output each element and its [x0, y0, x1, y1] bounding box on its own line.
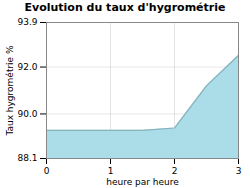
svg-text:3: 3: [236, 166, 242, 176]
html-text:Evolution du taux d'hygrométri: Evolution du taux d'hygrométrie: [24, 1, 226, 14]
svg-text:Taux hygrométrie %: Taux hygrométrie %: [5, 45, 15, 137]
svg-text:92.0: 92.0: [17, 62, 37, 72]
svg-text:2: 2: [172, 166, 178, 176]
svg-text:88.1: 88.1: [17, 153, 37, 163]
svg-text:1: 1: [108, 166, 114, 176]
svg-text:93.9: 93.9: [17, 17, 37, 27]
svg-text:90.0: 90.0: [17, 109, 37, 119]
svg-text:heure par heure: heure par heure: [106, 177, 179, 187]
svg-text:0: 0: [44, 166, 50, 176]
